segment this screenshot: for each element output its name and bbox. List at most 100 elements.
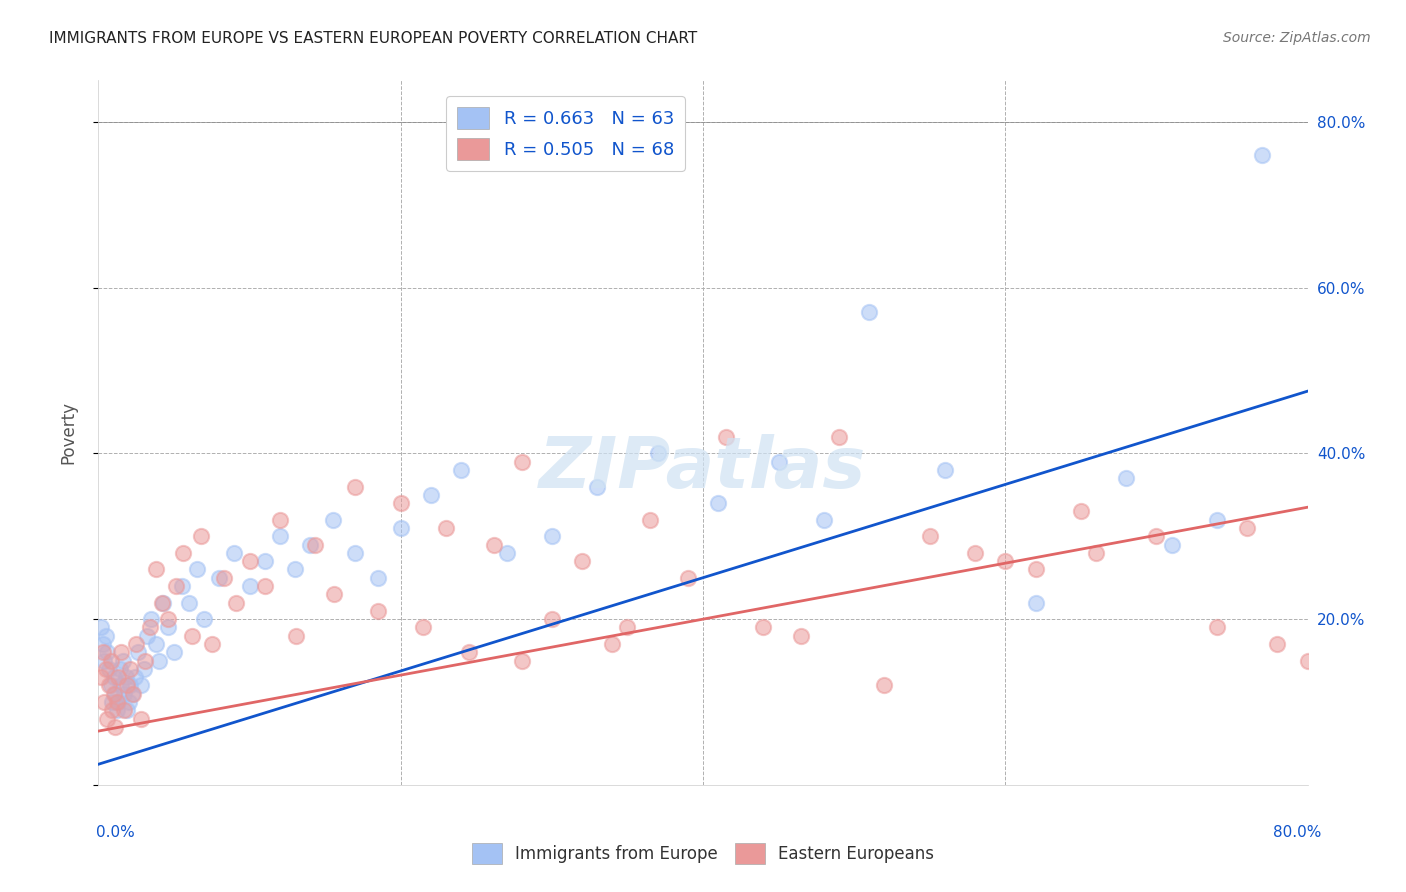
Point xyxy=(190,529,212,543)
Point xyxy=(170,579,193,593)
Point xyxy=(1206,620,1229,634)
Point xyxy=(322,513,344,527)
Point xyxy=(156,620,179,634)
Point xyxy=(450,463,472,477)
Point xyxy=(367,604,389,618)
Point xyxy=(93,695,115,709)
Point xyxy=(253,554,276,568)
Point xyxy=(179,596,201,610)
Point xyxy=(239,579,262,593)
Point xyxy=(107,695,129,709)
Point xyxy=(571,554,593,568)
Point xyxy=(139,620,162,634)
Point xyxy=(165,579,187,593)
Point xyxy=(135,629,157,643)
Point xyxy=(299,537,322,551)
Point xyxy=(101,695,124,709)
Point xyxy=(101,703,124,717)
Point xyxy=(111,654,134,668)
Point xyxy=(714,430,737,444)
Point xyxy=(91,637,114,651)
Point xyxy=(434,521,457,535)
Point xyxy=(212,571,235,585)
Point xyxy=(125,637,148,651)
Point xyxy=(224,546,246,560)
Point xyxy=(90,620,112,634)
Point xyxy=(1144,529,1167,543)
Point xyxy=(323,587,346,601)
Point xyxy=(540,612,562,626)
Point xyxy=(110,678,132,692)
Point xyxy=(1251,148,1274,162)
Text: Source: ZipAtlas.com: Source: ZipAtlas.com xyxy=(1223,31,1371,45)
Point xyxy=(285,629,308,643)
Point xyxy=(873,678,896,692)
Point xyxy=(269,529,291,543)
Text: 80.0%: 80.0% xyxy=(1274,825,1322,840)
Point xyxy=(457,645,479,659)
Point xyxy=(344,546,367,560)
Point xyxy=(172,546,194,560)
Point xyxy=(127,645,149,659)
Point xyxy=(1070,504,1092,518)
Point xyxy=(118,695,141,709)
Point xyxy=(1024,562,1046,576)
Point xyxy=(253,579,276,593)
Point xyxy=(105,703,128,717)
Point xyxy=(122,687,145,701)
Point xyxy=(112,687,135,701)
Point xyxy=(120,662,142,676)
Point xyxy=(828,430,851,444)
Point xyxy=(114,670,136,684)
Point xyxy=(105,695,128,709)
Point xyxy=(790,629,813,643)
Text: ZIPatlas: ZIPatlas xyxy=(540,434,866,503)
Point xyxy=(152,596,174,610)
Point xyxy=(141,612,163,626)
Point xyxy=(1206,513,1229,527)
Point xyxy=(965,546,987,560)
Point xyxy=(201,637,224,651)
Point xyxy=(104,720,127,734)
Point xyxy=(120,678,142,692)
Point xyxy=(148,654,170,668)
Point xyxy=(638,513,661,527)
Point xyxy=(132,662,155,676)
Point xyxy=(134,654,156,668)
Point xyxy=(420,488,443,502)
Point xyxy=(412,620,434,634)
Text: 0.0%: 0.0% xyxy=(96,825,135,840)
Point xyxy=(129,678,152,692)
Point xyxy=(858,305,880,319)
Point xyxy=(586,479,609,493)
Text: IMMIGRANTS FROM EUROPE VS EASTERN EUROPEAN POVERTY CORRELATION CHART: IMMIGRANTS FROM EUROPE VS EASTERN EUROPE… xyxy=(49,31,697,46)
Point xyxy=(1115,471,1137,485)
Point xyxy=(768,455,790,469)
Point xyxy=(994,554,1017,568)
Point xyxy=(676,571,699,585)
Point xyxy=(129,712,152,726)
Point xyxy=(225,596,247,610)
Point xyxy=(367,571,389,585)
Point xyxy=(103,687,125,701)
Point xyxy=(145,637,167,651)
Point xyxy=(163,645,186,659)
Point xyxy=(103,670,125,684)
Point xyxy=(186,562,208,576)
Point xyxy=(389,521,412,535)
Point xyxy=(484,537,506,551)
Point xyxy=(100,678,122,692)
Point xyxy=(156,612,179,626)
Point xyxy=(91,645,114,659)
Point xyxy=(108,662,131,676)
Point xyxy=(510,654,533,668)
Point xyxy=(94,662,117,676)
Point xyxy=(94,629,117,643)
Point xyxy=(193,612,215,626)
Point xyxy=(934,463,956,477)
Point xyxy=(93,654,115,668)
Point xyxy=(145,562,167,576)
Point xyxy=(495,546,517,560)
Point xyxy=(344,479,367,493)
Point xyxy=(304,537,326,551)
